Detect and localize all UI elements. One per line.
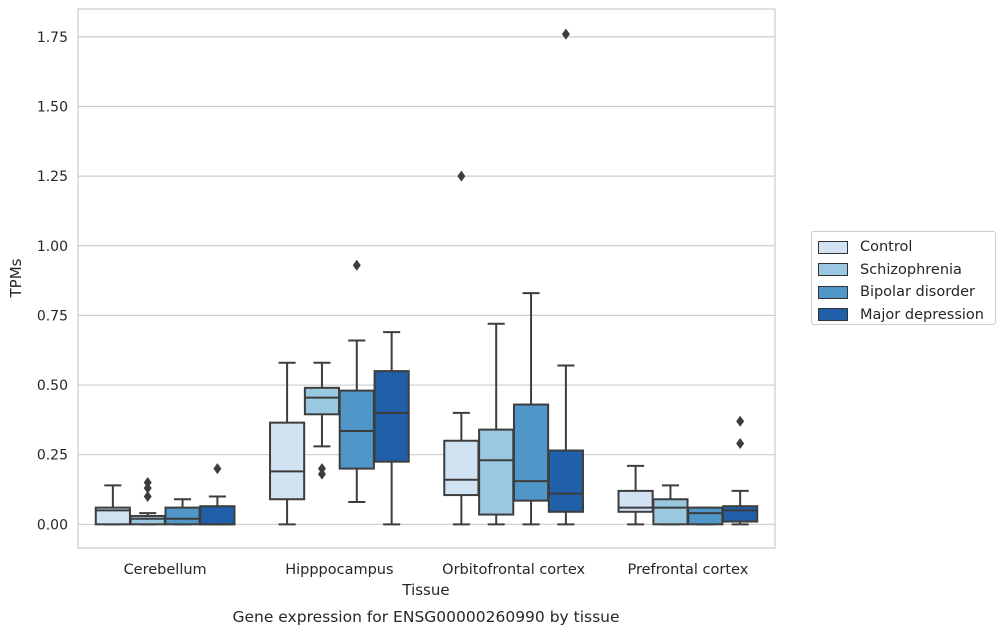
box-iqr: [443, 439, 480, 497]
outlier-point: [143, 482, 152, 494]
legend-swatch: [818, 308, 848, 322]
legend-item: Schizophrenia: [818, 259, 995, 282]
box-iqr: [512, 403, 550, 502]
chart-title: Gene expression for ENSG00000260990 by t…: [232, 608, 619, 626]
x-tick-label: Hipppocampus: [285, 562, 393, 578]
outlier-point: [143, 477, 152, 489]
gridlines: [78, 36, 775, 525]
y-tick-label: 1.00: [37, 239, 68, 255]
outlier-point: [352, 259, 361, 271]
outlier-point: [457, 170, 466, 182]
y-tick-labels: 0.00 0.25 0.50 0.75 1.00 1.25 1.50 1.75: [37, 30, 68, 533]
legend-swatch: [818, 285, 848, 299]
box-control: [617, 464, 654, 526]
box-iqr: [338, 389, 375, 470]
x-tick-label: Prefrontal cortex: [627, 562, 748, 578]
y-tick-label: 1.25: [37, 169, 68, 185]
box-iqr: [687, 506, 724, 526]
box-iqr: [547, 449, 584, 513]
box-schizophrenia: [303, 361, 341, 480]
x-tick-label: Orbitofrontal cortex: [442, 562, 585, 578]
box-major-depression: [547, 28, 584, 526]
box-control: [443, 170, 480, 526]
box-iqr: [269, 421, 306, 501]
box-bipolar-disorder: [512, 292, 550, 526]
legend-swatch: [818, 263, 848, 277]
legend-label: Schizophrenia: [860, 261, 962, 278]
x-axis-label: Tissue: [401, 581, 449, 599]
box-schizophrenia: [652, 484, 689, 526]
box-bipolar-disorder: [687, 506, 724, 526]
outlier-point: [213, 463, 222, 475]
y-tick-label: 0.75: [37, 308, 68, 324]
box-major-depression: [373, 331, 410, 526]
x-tick-labels: Cerebellum Hipppocampus Orbitofrontal cort…: [124, 562, 749, 578]
outlier-point: [317, 468, 326, 480]
box-iqr: [199, 505, 236, 526]
outlier-point: [736, 438, 745, 450]
legend-swatch: [818, 240, 848, 254]
outlier-point: [317, 463, 326, 475]
legend-item: Major depression: [818, 304, 995, 327]
y-axis-label: TPMs: [7, 258, 25, 298]
box-iqr: [652, 498, 689, 526]
y-tick-label: 0.00: [37, 517, 68, 533]
box-bipolar-disorder: [164, 498, 201, 526]
box-schizophrenia: [478, 322, 515, 526]
y-tick-label: 1.50: [37, 99, 68, 115]
box-iqr: [478, 428, 515, 516]
box-control: [269, 361, 306, 526]
y-tick-label: 1.75: [37, 30, 68, 46]
y-tick-label: 0.25: [37, 448, 68, 464]
y-tick-label: 0.50: [37, 378, 68, 394]
box-schizophrenia: [129, 477, 166, 526]
legend-item: Bipolar disorder: [818, 281, 995, 304]
legend: Control Schizophrenia Bipolar disorder Majo…: [811, 231, 996, 325]
plot-area-frame: [77, 8, 776, 549]
legend-item: Control: [818, 236, 995, 259]
outlier-point: [143, 490, 152, 502]
legend-label: Major depression: [860, 306, 984, 323]
box-control: [94, 484, 131, 526]
box-major-depression: [199, 463, 236, 526]
boxes: [94, 28, 759, 526]
box-major-depression: [722, 415, 759, 526]
box-iqr: [164, 506, 201, 526]
box-iqr: [722, 505, 759, 523]
legend-label: Bipolar disorder: [860, 284, 975, 301]
box-bipolar-disorder: [338, 259, 375, 504]
box-iqr: [373, 370, 410, 463]
outlier-point: [561, 28, 570, 40]
x-tick-label: Cerebellum: [124, 562, 207, 578]
box-iqr: [617, 489, 654, 513]
legend-label: Control: [860, 239, 913, 256]
outlier-point: [736, 415, 745, 427]
box-iqr: [303, 386, 341, 416]
box-iqr: [129, 514, 166, 526]
